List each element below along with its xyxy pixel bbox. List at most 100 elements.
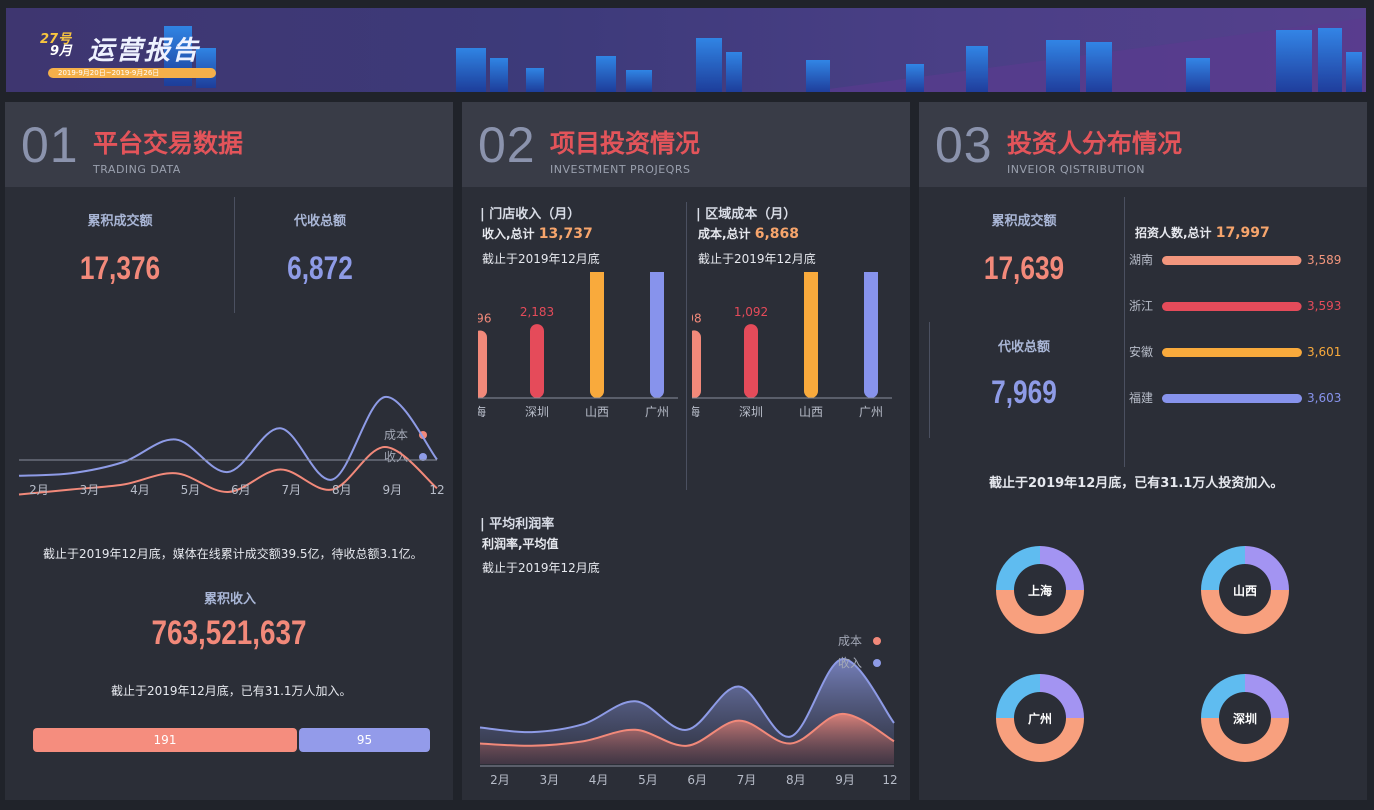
hbar-value-label: 3,601 <box>1307 345 1341 359</box>
stat-collect-label: 代收总额 <box>293 214 346 229</box>
hbar-category-label: 浙江 <box>1129 299 1153 313</box>
legend-dot <box>419 453 427 461</box>
donut-label: 上海 <box>1028 583 1052 598</box>
bar-value-label: 2,183 <box>520 305 554 319</box>
region-total-value: 6,868 <box>754 226 800 242</box>
panel-title: 项目投资情况 <box>550 129 701 158</box>
bar <box>478 330 487 398</box>
x-tick-label: 2月 <box>29 483 49 497</box>
series-area <box>480 713 894 764</box>
hbar-value-label: 3,603 <box>1307 391 1341 405</box>
store-total-value: 13,737 <box>538 226 593 242</box>
region-cost-bar-chart: 98海1,092深圳2,376山西2,403广州 <box>692 272 892 419</box>
donut-slice <box>1201 674 1245 718</box>
store-income-bar-chart: 996海2,183深圳4,752山西4,807广州 <box>478 272 678 419</box>
bar-value-label: 1,092 <box>734 305 768 319</box>
series-line <box>18 445 438 496</box>
legend-dot <box>873 659 881 667</box>
trading-note: 截止于2019年12月底，媒体在线累计成交额39.5亿，待收总额3.1亿。 <box>43 547 423 561</box>
profit-title-text: 平均利润率 <box>489 517 555 532</box>
banner-title: 运营报告 <box>88 36 201 66</box>
x-tick-label: 7月 <box>737 773 757 787</box>
recruit-label: 招资人数,总计 <box>1135 226 1212 240</box>
panel-investor-distribution: 03 投资人分布情况 INVEIOR QISTRIBUTION 累积成交额 17… <box>919 102 1367 800</box>
region-total-label: 成本,总计 <box>698 227 751 241</box>
bar-value-label: 98 <box>692 311 702 325</box>
profit-title: | 平均利润率 <box>480 517 555 532</box>
banner: 27号 9月 运营报告 2019-9月20日~2019-9月26日 <box>6 8 1366 92</box>
x-tick-label: 9月 <box>835 773 855 787</box>
income-label: 累积收入 <box>203 592 256 607</box>
store-income-note: 截止于2019年12月底 <box>482 252 600 266</box>
split-bar-right: 95 <box>299 728 430 752</box>
x-tick-label: 9月 <box>382 483 402 497</box>
banner-date-big: 27号 9月 <box>40 33 73 59</box>
bar <box>590 272 604 398</box>
banner-date-range: 2019-9月20日~2019-9月26日 <box>58 69 160 77</box>
panel-number: 03 <box>935 117 993 173</box>
x-tick-label: 12 <box>882 773 897 787</box>
region-cost-title: | 区域成本（月） <box>696 207 797 222</box>
store-income-title: | 门店收入（月） <box>480 207 581 222</box>
donut-label: 山西 <box>1233 583 1257 598</box>
x-tick-label: 8月 <box>786 773 806 787</box>
bar <box>530 324 544 398</box>
store-total-label: 收入,总计 <box>482 227 535 241</box>
bar <box>692 330 701 398</box>
donut-slice <box>1201 718 1289 762</box>
bar-category-label: 海 <box>692 404 700 419</box>
panel-investment-projects: 02 项目投资情况 INVESTMENT PROJEQRS | 门店收入（月） … <box>462 102 910 800</box>
panel-subtitle: TRADING DATA <box>93 163 181 176</box>
region-cost-title-text: 区域成本（月） <box>705 207 797 222</box>
x-tick-label: 12 <box>429 483 444 497</box>
x-tick-label: 6月 <box>231 483 251 497</box>
banner-month: 9月 <box>50 44 73 59</box>
profit-sub: 利润率,平均值 <box>482 537 559 551</box>
x-tick-label: 5月 <box>638 773 658 787</box>
bar-category-label: 海 <box>478 404 486 419</box>
bar-category-label: 山西 <box>799 405 823 419</box>
donut-slice <box>1040 546 1084 590</box>
hbar <box>1162 394 1302 403</box>
x-tick-label: 6月 <box>687 773 707 787</box>
donut-slice <box>1201 590 1289 634</box>
donut-slice <box>1245 674 1289 718</box>
bar-category-label: 深圳 <box>525 405 549 419</box>
panel-number: 02 <box>478 117 536 173</box>
divider <box>929 322 930 438</box>
hbar-value-label: 3,589 <box>1307 253 1341 267</box>
panel-number: 01 <box>21 117 79 173</box>
series-line <box>479 658 895 738</box>
bar-category-label: 广州 <box>859 405 883 419</box>
panel-header: 02 项目投资情况 INVESTMENT PROJEQRS <box>462 102 910 187</box>
series-area <box>480 659 894 764</box>
stat-total-deal-label: 累积成交额 <box>991 214 1057 229</box>
investor-note: 截止于2019年12月底，已有31.1万人投资加入。 <box>989 476 1284 491</box>
x-tick-label: 4月 <box>589 773 609 787</box>
banner-graphic <box>48 18 1366 92</box>
legend-dot <box>873 637 881 645</box>
income-note: 截止于2019年12月底，已有31.1万人加入。 <box>111 684 352 698</box>
donut-label: 广州 <box>1028 711 1052 726</box>
donut-slice <box>996 590 1084 634</box>
hbar-category-label: 福建 <box>1129 390 1153 405</box>
stat-collect-value: 7,969 <box>991 374 1057 410</box>
series-line <box>479 712 895 747</box>
bar-category-label: 山西 <box>585 405 609 419</box>
hbar-value-label: 3,593 <box>1307 299 1341 313</box>
hbar <box>1162 348 1302 357</box>
donut-slice <box>996 546 1040 590</box>
bar <box>650 272 664 398</box>
x-tick-label: 3月 <box>80 483 100 497</box>
bar-value-label: 996 <box>478 311 491 325</box>
donut-label: 深圳 <box>1233 711 1257 726</box>
hbar-category-label: 湖南 <box>1129 252 1153 267</box>
bar-category-label: 广州 <box>645 405 669 419</box>
store-income-title-text: 门店收入（月） <box>489 207 581 222</box>
divider <box>1124 197 1125 467</box>
x-tick-label: 5月 <box>181 483 201 497</box>
store-income-total: 收入,总计 13,737 <box>482 225 593 242</box>
panel-subtitle: INVEIOR QISTRIBUTION <box>1007 163 1145 176</box>
